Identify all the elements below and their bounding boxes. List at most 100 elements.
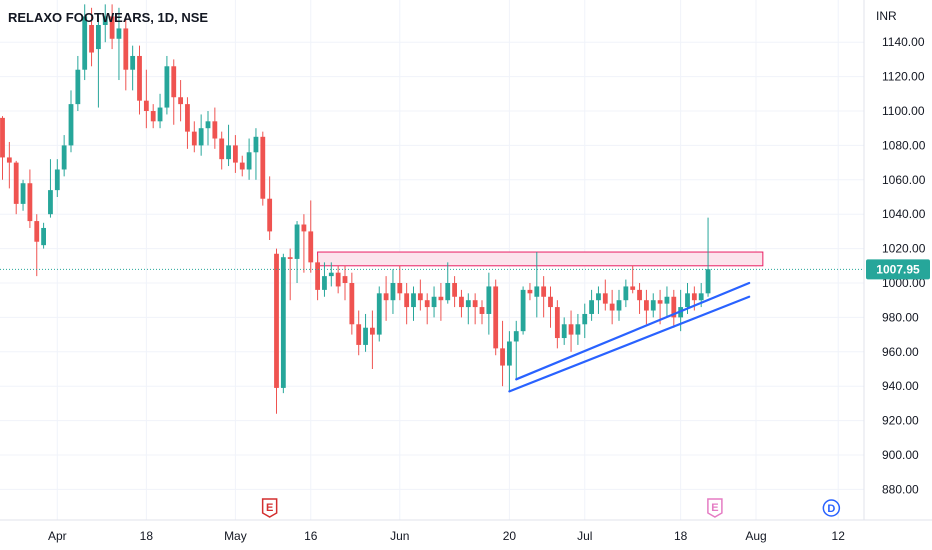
candle-body[interactable] xyxy=(198,128,204,146)
candles[interactable] xyxy=(0,4,711,414)
price-axis[interactable]: 1140.00 1120.00 1100.00 1080.00 1060.00 1040.… xyxy=(882,35,926,496)
candle[interactable] xyxy=(486,272,492,335)
candle[interactable] xyxy=(0,116,5,180)
candle[interactable] xyxy=(404,283,410,325)
candle[interactable] xyxy=(274,248,279,414)
candle-body[interactable] xyxy=(335,272,341,287)
candle-body[interactable] xyxy=(507,341,512,366)
candle-body[interactable] xyxy=(623,286,629,301)
candle-body[interactable] xyxy=(465,300,471,308)
candle[interactable] xyxy=(280,253,286,394)
candle[interactable] xyxy=(431,286,437,318)
candle[interactable] xyxy=(89,7,94,67)
candle-body[interactable] xyxy=(185,104,190,132)
candle[interactable] xyxy=(6,141,12,189)
candle[interactable] xyxy=(287,248,293,301)
candle-body[interactable] xyxy=(287,257,293,259)
candle-body[interactable] xyxy=(459,296,464,308)
candle[interactable] xyxy=(637,283,642,314)
candle-body[interactable] xyxy=(644,300,649,311)
candle-body[interactable] xyxy=(157,107,163,122)
candle[interactable] xyxy=(75,55,81,111)
candle[interactable] xyxy=(575,313,581,345)
candle-body[interactable] xyxy=(561,324,567,339)
candle-body[interactable] xyxy=(548,296,553,308)
candle-body[interactable] xyxy=(691,293,697,301)
candle-body[interactable] xyxy=(41,227,46,246)
trendline[interactable] xyxy=(508,295,751,393)
candle-body[interactable] xyxy=(596,293,601,301)
candle[interactable] xyxy=(589,289,594,321)
candle-body[interactable] xyxy=(116,28,122,39)
candle[interactable] xyxy=(507,331,512,392)
candle[interactable] xyxy=(630,265,636,294)
candle-body[interactable] xyxy=(363,327,368,345)
candle[interactable] xyxy=(150,104,156,129)
candle[interactable] xyxy=(445,262,451,304)
candle[interactable] xyxy=(219,131,225,170)
candle-body[interactable] xyxy=(89,25,94,53)
candle-body[interactable] xyxy=(6,157,12,163)
candle-body[interactable] xyxy=(219,138,225,160)
candle[interactable] xyxy=(500,320,505,387)
event-badge-e[interactable]: E xyxy=(707,498,723,518)
candle-body[interactable] xyxy=(493,286,499,349)
candle-body[interactable] xyxy=(472,300,478,308)
candle-body[interactable] xyxy=(513,331,519,342)
candle[interactable] xyxy=(34,214,40,277)
candle-body[interactable] xyxy=(424,300,430,308)
candle[interactable] xyxy=(253,128,259,180)
candle[interactable] xyxy=(48,159,53,218)
candle[interactable] xyxy=(424,293,430,325)
candle-body[interactable] xyxy=(445,283,451,301)
candle[interactable] xyxy=(68,90,74,153)
candle-body[interactable] xyxy=(342,276,348,283)
candle-body[interactable] xyxy=(253,136,259,153)
candle[interactable] xyxy=(267,176,273,240)
candle[interactable] xyxy=(315,255,320,301)
candle[interactable] xyxy=(472,293,478,325)
candle[interactable] xyxy=(143,69,149,129)
candle[interactable] xyxy=(130,45,136,91)
candle-body[interactable] xyxy=(0,117,5,158)
candle[interactable] xyxy=(623,279,629,308)
candle-body[interactable] xyxy=(582,313,588,325)
candle[interactable] xyxy=(644,289,649,325)
candle-body[interactable] xyxy=(390,283,396,301)
candle[interactable] xyxy=(205,111,211,146)
candle[interactable] xyxy=(13,160,19,215)
candle-body[interactable] xyxy=(130,55,136,70)
candle-body[interactable] xyxy=(27,183,33,222)
candle[interactable] xyxy=(335,265,341,294)
candle-body[interactable] xyxy=(438,296,444,301)
candle-body[interactable] xyxy=(671,296,677,318)
candle-body[interactable] xyxy=(82,16,88,70)
candle[interactable] xyxy=(534,252,540,318)
candle[interactable] xyxy=(20,179,26,211)
candle-body[interactable] xyxy=(527,289,533,294)
candle[interactable] xyxy=(493,279,499,356)
candle[interactable] xyxy=(137,45,142,115)
candle[interactable] xyxy=(27,169,33,228)
candle[interactable] xyxy=(301,214,307,273)
candle-body[interactable] xyxy=(294,224,300,259)
candle-body[interactable] xyxy=(48,190,53,215)
candle[interactable] xyxy=(390,269,396,314)
candle-body[interactable] xyxy=(452,283,457,297)
candle[interactable] xyxy=(239,155,245,177)
candle[interactable] xyxy=(370,310,375,369)
candle[interactable] xyxy=(198,114,204,156)
candle-body[interactable] xyxy=(630,286,636,290)
trendlines[interactable] xyxy=(508,281,751,393)
candle-body[interactable] xyxy=(239,162,245,170)
candle[interactable] xyxy=(164,55,170,115)
candle-body[interactable] xyxy=(376,293,382,335)
candle-body[interactable] xyxy=(75,69,81,105)
candle[interactable] xyxy=(479,300,485,325)
candle-body[interactable] xyxy=(657,300,663,304)
candle[interactable] xyxy=(527,283,533,301)
candle[interactable] xyxy=(650,293,656,318)
candle[interactable] xyxy=(376,286,382,342)
candle-body[interactable] xyxy=(212,121,218,139)
